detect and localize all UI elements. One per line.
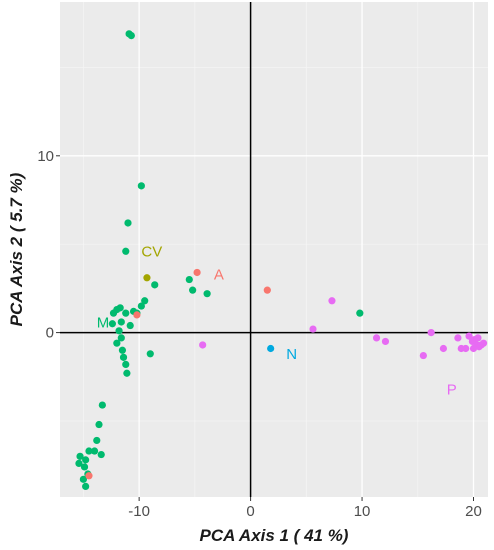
point-m xyxy=(146,350,154,358)
point-p xyxy=(474,334,482,342)
point-m xyxy=(137,182,145,190)
point-m xyxy=(85,447,93,455)
point-p xyxy=(462,344,470,353)
point-m xyxy=(97,450,105,459)
point-p xyxy=(419,351,427,360)
point-m xyxy=(113,339,121,347)
data-points xyxy=(75,30,488,490)
group-label-p: P xyxy=(447,381,457,398)
y-tick-label: 0 xyxy=(46,325,54,342)
point-a xyxy=(85,472,93,480)
point-p xyxy=(469,344,478,353)
point-m xyxy=(115,327,123,335)
point-m xyxy=(98,401,106,409)
point-m xyxy=(90,447,99,455)
group-label-a: A xyxy=(214,267,224,284)
point-n xyxy=(267,344,275,353)
group-label-cv: CV xyxy=(141,244,162,261)
x-axis-title: PCA Axis 1 ( 41 %) xyxy=(200,526,349,545)
point-m xyxy=(122,360,130,369)
point-p xyxy=(465,332,473,340)
point-m xyxy=(118,346,127,354)
point-p xyxy=(427,328,435,337)
x-tick-label: -10 xyxy=(128,503,150,520)
point-p xyxy=(454,334,462,342)
y-tick-label: 10 xyxy=(37,148,54,165)
point-m xyxy=(185,275,193,284)
point-m xyxy=(95,420,103,429)
point-m xyxy=(123,369,131,377)
point-a xyxy=(263,286,271,294)
point-m xyxy=(116,304,124,312)
point-m xyxy=(356,309,364,317)
point-m xyxy=(82,456,90,464)
group-label-n: N xyxy=(286,346,297,363)
point-m xyxy=(109,309,118,317)
y-axis-ticks: 0 10 xyxy=(37,148,60,342)
point-m xyxy=(108,320,116,328)
point-p xyxy=(372,334,381,342)
point-m xyxy=(122,247,130,255)
point-m xyxy=(137,302,145,310)
point-m xyxy=(82,482,90,490)
x-tick-label: 20 xyxy=(465,503,482,520)
point-m xyxy=(75,459,83,468)
point-p xyxy=(199,341,207,349)
x-axis-ticks: -10 0 10 20 xyxy=(128,497,482,520)
point-cv xyxy=(143,274,151,282)
point-m xyxy=(79,475,88,483)
point-m xyxy=(76,452,84,460)
point-m xyxy=(117,318,125,326)
point-m xyxy=(127,31,135,40)
point-m xyxy=(151,281,159,289)
x-tick-label: 10 xyxy=(354,503,371,520)
plot-panel xyxy=(60,2,488,497)
point-m xyxy=(117,334,125,342)
point-m xyxy=(80,463,89,471)
point-p xyxy=(381,337,390,346)
point-m xyxy=(141,297,149,305)
point-a xyxy=(133,311,141,319)
group-labels: M CV A N P xyxy=(97,244,457,399)
point-a xyxy=(193,268,201,277)
point-m xyxy=(93,436,101,445)
point-p xyxy=(479,339,488,347)
point-m xyxy=(189,286,197,294)
point-m xyxy=(119,353,128,361)
point-p xyxy=(328,297,336,305)
minor-grid xyxy=(60,2,488,497)
x-tick-label: 0 xyxy=(246,503,254,520)
point-m xyxy=(124,219,132,227)
point-m xyxy=(122,309,130,317)
group-label-m: M xyxy=(97,314,110,331)
point-p xyxy=(439,344,448,353)
point-m xyxy=(203,290,211,298)
point-p xyxy=(309,325,317,333)
y-axis-title: PCA Axis 2 ( 5.7 %) xyxy=(7,172,26,326)
point-m xyxy=(126,321,134,330)
